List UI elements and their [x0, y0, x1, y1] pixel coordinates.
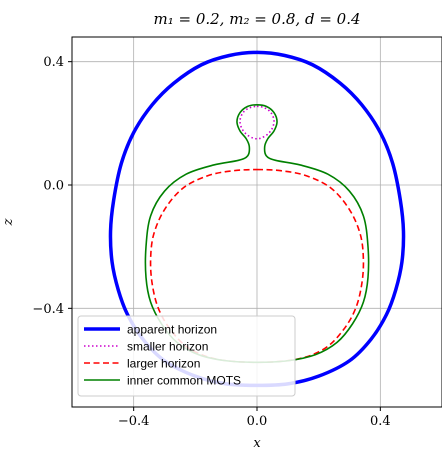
y-axis-label: z [1, 218, 16, 226]
legend-label: smaller horizon [127, 340, 208, 354]
legend-label: larger horizon [127, 357, 200, 371]
series-line-1 [239, 105, 275, 140]
legend-label: apparent horizon [127, 323, 217, 337]
x-tick-label: −0.4 [118, 414, 150, 429]
x-axis-label: x [253, 436, 261, 451]
chart-title: m₁ = 0.2, m₂ = 0.8, d = 0.4 [153, 10, 360, 28]
legend-label: inner common MOTS [127, 374, 241, 388]
x-tick-label: 0.0 [247, 414, 268, 429]
y-tick-label: 0.0 [43, 179, 64, 194]
y-tick-label: 0.4 [43, 55, 64, 70]
series-line-2 [149, 168, 365, 364]
ticks-group: −0.4 0.0 0.4 −0.4 0.0 0.4 [32, 55, 390, 429]
y-tick-label: −0.4 [32, 302, 64, 317]
legend-box [77, 315, 296, 397]
x-tick-label: 0.4 [370, 414, 391, 429]
legend: apparent horizon smaller horizon larger ho… [77, 315, 296, 397]
